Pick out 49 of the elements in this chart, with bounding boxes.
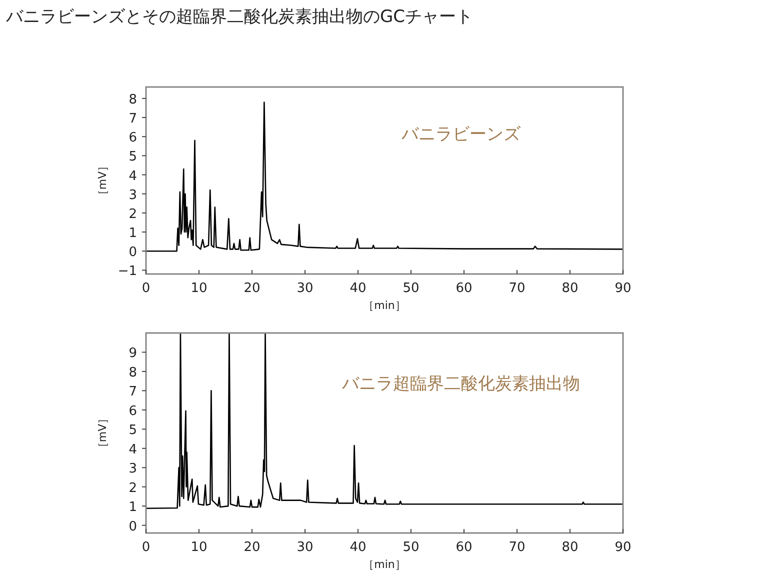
y-tick-label: 5: [128, 150, 137, 165]
x-tick-label: 40: [350, 281, 366, 296]
x-axis-title: ［min］: [363, 558, 406, 571]
y-tick-label: −1: [118, 264, 137, 280]
x-tick-label: 30: [296, 281, 314, 296]
x-tick-label: 0: [142, 281, 150, 296]
x-tick-label: 80: [562, 540, 578, 555]
x-tick-label: 10: [190, 281, 208, 296]
y-tick-label: 7: [128, 384, 137, 400]
y-tick-label: 4: [128, 168, 137, 184]
x-tick-label: 70: [508, 540, 526, 555]
x-tick-label: 0: [142, 540, 150, 555]
y-tick-label: 8: [128, 365, 137, 380]
y-tick-label: 7: [128, 112, 137, 127]
y-tick-label: 5: [128, 423, 137, 438]
y-tick-label: 3: [128, 462, 137, 477]
y-tick-label: 1: [128, 226, 137, 242]
annotation: バニラ超臨界二酸化炭素抽出物: [340, 374, 580, 394]
y-tick-label: 6: [128, 404, 137, 419]
x-tick-label: 60: [456, 540, 472, 555]
line-series: [146, 102, 623, 252]
x-axis-title: ［min］: [363, 299, 406, 312]
x-tick-label: 90: [614, 540, 632, 555]
x-tick-label: 20: [244, 540, 260, 555]
x-tick-label: 50: [402, 540, 420, 555]
y-axis-title: ［mV］: [96, 160, 109, 201]
y-tick-label: 3: [128, 188, 137, 203]
x-tick-label: 70: [508, 281, 526, 296]
x-tick-label: 10: [190, 540, 208, 555]
x-tick-label: 20: [244, 281, 260, 296]
line-series: [146, 332, 623, 510]
y-tick-label: 1: [128, 500, 137, 516]
x-tick-label: 40: [350, 540, 366, 555]
x-tick-label: 60: [456, 281, 472, 296]
y-tick-label: 0: [128, 245, 137, 260]
y-tick-label: 4: [128, 442, 137, 458]
y-tick-label: 0: [128, 519, 137, 534]
chart-title: バニラビーンズとその超臨界二酸化炭素抽出物のGCチャート: [5, 7, 474, 27]
x-tick-label: 30: [296, 540, 314, 555]
annotation: バニラビーンズ: [400, 124, 522, 144]
y-tick-label: 2: [128, 206, 137, 222]
x-tick-label: 90: [614, 281, 632, 296]
y-tick-label: 6: [128, 130, 137, 146]
x-tick-label: 80: [562, 281, 578, 296]
x-tick-label: 50: [402, 281, 420, 296]
y-tick-label: 9: [128, 346, 137, 362]
y-tick-label: 8: [128, 92, 137, 108]
y-axis-title: ［mV］: [96, 412, 109, 454]
y-tick-label: 2: [128, 480, 137, 496]
